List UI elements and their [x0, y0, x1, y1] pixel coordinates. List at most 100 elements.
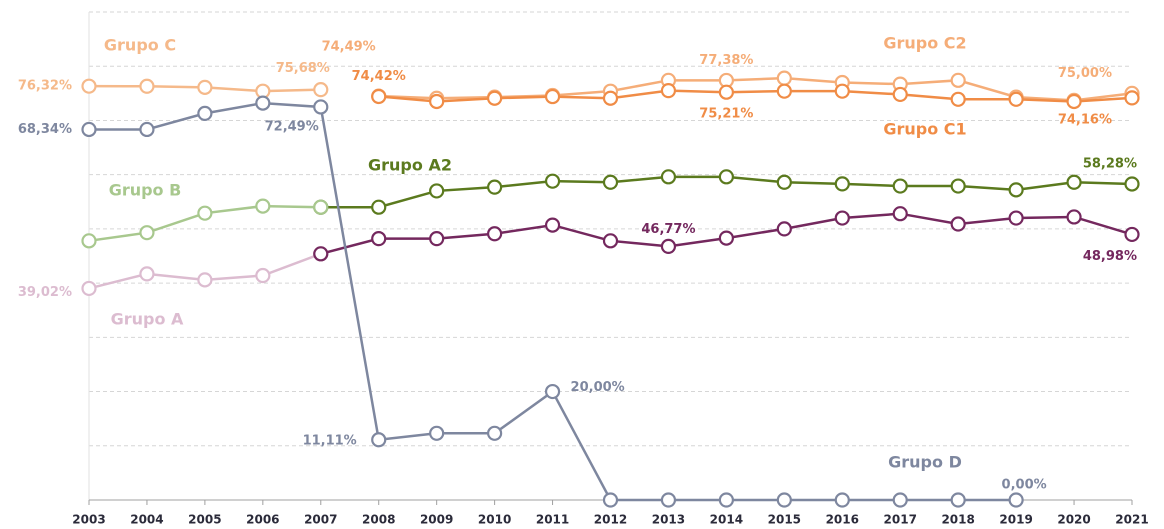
x-tick-label: 2021: [1115, 513, 1148, 527]
point: [1124, 90, 1140, 106]
point: [81, 78, 97, 94]
point: [487, 425, 503, 441]
data-label: 72,49%: [265, 119, 319, 134]
point: [81, 121, 97, 138]
point: [950, 91, 966, 107]
x-tick-label: 2012: [594, 513, 627, 527]
point: [1066, 209, 1082, 225]
point: [313, 99, 329, 115]
point: [487, 179, 503, 195]
point: [950, 72, 966, 88]
point: [892, 178, 908, 194]
point: [892, 206, 908, 222]
x-tick-label: 2020: [1057, 513, 1090, 527]
point: [313, 82, 329, 98]
point: [1124, 226, 1140, 243]
point: [950, 492, 966, 508]
point: [602, 174, 619, 190]
point: [718, 230, 734, 246]
point: [776, 221, 792, 237]
point: [371, 432, 387, 448]
data-label: 74,49%: [322, 40, 376, 55]
data-label: 0,00%: [1002, 478, 1047, 493]
point: [544, 173, 561, 189]
x-tick-label: 2011: [536, 513, 569, 527]
data-label: 48,98%: [1083, 249, 1137, 264]
point: [429, 231, 445, 247]
series-line: [378, 89, 1133, 103]
point: [197, 105, 213, 121]
data-label: 77,38%: [699, 53, 753, 68]
point: [1008, 182, 1024, 198]
x-tick-label: 2004: [130, 513, 163, 527]
x-tick-label: 2017: [884, 513, 917, 527]
point: [892, 86, 908, 103]
point: [1008, 492, 1024, 508]
point: [197, 79, 213, 95]
point: [1008, 91, 1024, 107]
x-tick-label: 2009: [420, 513, 453, 527]
data-label: 74,16%: [1058, 112, 1112, 127]
series-line: [89, 101, 1017, 502]
series-name: Grupo C: [104, 36, 176, 55]
point: [834, 176, 850, 192]
x-tick-label: 2007: [304, 513, 337, 527]
x-tick-label: 2019: [999, 513, 1032, 527]
data-label: 68,34%: [18, 122, 72, 137]
point: [255, 95, 271, 111]
point: [1066, 174, 1082, 190]
data-label: 39,02%: [18, 285, 72, 300]
point: [197, 205, 213, 221]
point: [602, 90, 619, 106]
x-tick-label: 2005: [188, 513, 221, 527]
point: [776, 492, 792, 508]
x-tick-label: 2018: [941, 513, 974, 527]
data-label: 20,00%: [571, 380, 625, 395]
point: [776, 70, 792, 86]
series-name: Grupo A: [111, 310, 184, 329]
point: [429, 93, 445, 110]
series-name: Grupo C1: [883, 120, 966, 139]
series-name: Grupo C2: [883, 34, 966, 53]
point: [602, 233, 619, 249]
point: [81, 233, 97, 249]
data-label: 11,11%: [303, 433, 357, 448]
point: [255, 267, 271, 284]
point: [602, 492, 619, 508]
point: [950, 178, 966, 194]
point: [544, 217, 561, 233]
point: [429, 183, 445, 199]
point: [487, 90, 503, 106]
point: [197, 272, 213, 288]
x-tick-label: 2015: [768, 513, 801, 527]
data-label: 75,21%: [699, 107, 753, 122]
data-label: 74,42%: [352, 69, 406, 84]
point: [660, 83, 677, 99]
series-name: Grupo D: [888, 453, 962, 472]
point: [718, 169, 734, 185]
point: [1066, 93, 1082, 110]
data-label: 76,32%: [18, 79, 72, 94]
point: [834, 210, 850, 226]
x-tick-label: 2014: [710, 513, 743, 527]
point: [313, 199, 329, 215]
point: [313, 246, 329, 262]
point: [950, 216, 966, 232]
point: [371, 231, 387, 247]
point: [1124, 176, 1140, 192]
x-tick-label: 2008: [362, 513, 395, 527]
point: [139, 225, 155, 241]
point: [81, 280, 97, 297]
point: [544, 88, 561, 105]
x-tick-label: 2006: [246, 513, 279, 527]
point: [660, 169, 677, 185]
point: [139, 121, 155, 138]
point: [834, 492, 850, 508]
point: [544, 383, 561, 400]
point: [487, 226, 503, 242]
point: [371, 88, 387, 105]
point: [660, 238, 677, 255]
data-label: 46,77%: [641, 222, 695, 237]
